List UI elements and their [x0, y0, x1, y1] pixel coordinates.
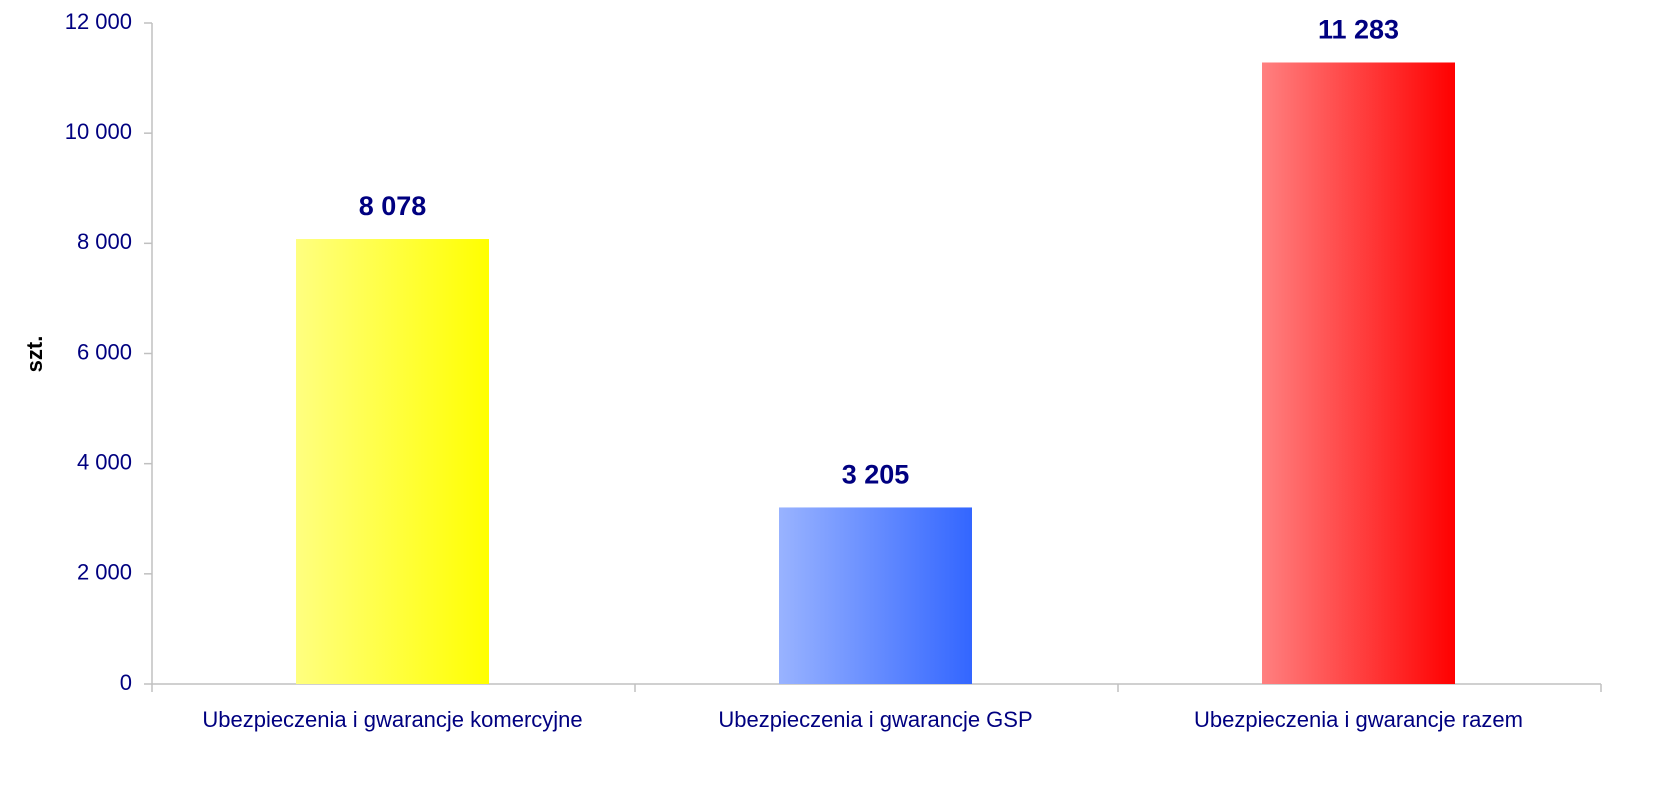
x-tick-label: Ubezpieczenia i gwarancje komercyjne: [202, 707, 582, 732]
y-tick-label: 12 000: [65, 9, 132, 34]
bar: [296, 239, 489, 684]
value-label: 3 205: [842, 460, 910, 490]
y-axis-label: szt.: [22, 336, 47, 373]
y-tick-label: 0: [120, 670, 132, 695]
y-tick-label: 8 000: [77, 229, 132, 254]
y-tick-label: 4 000: [77, 449, 132, 474]
y-tick-label: 2 000: [77, 560, 132, 585]
bar: [1262, 62, 1455, 684]
y-tick-label: 10 000: [65, 119, 132, 144]
y-tick-label: 6 000: [77, 339, 132, 364]
x-tick-label: Ubezpieczenia i gwarancje razem: [1194, 707, 1523, 732]
x-tick-label: Ubezpieczenia i gwarancje GSP: [718, 707, 1032, 732]
value-label: 11 283: [1318, 15, 1399, 45]
value-label: 8 078: [359, 191, 427, 221]
bar: [779, 507, 972, 684]
